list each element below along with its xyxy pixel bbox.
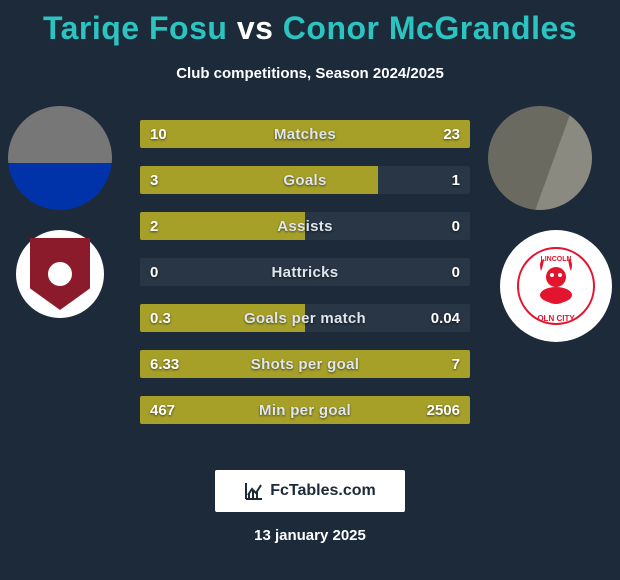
comparison-bars: 1023Matches 31Goals 20Assists 00Hattricks 0.… <box>140 120 470 442</box>
player2-avatar <box>488 106 592 210</box>
stat-label: Goals per match <box>140 304 470 332</box>
stat-row: 1023Matches <box>140 120 470 148</box>
club-badge-imp-icon: LINCOLN OLN CITY <box>517 247 595 325</box>
subtitle: Club competitions, Season 2024/2025 <box>0 65 620 82</box>
stat-label: Assists <box>140 212 470 240</box>
vs-text: vs <box>237 10 274 46</box>
player1-name: Tariqe Fosu <box>43 10 227 46</box>
footer-date: 13 january 2025 <box>0 527 620 544</box>
stat-label: Goals <box>140 166 470 194</box>
player2-club-badge: LINCOLN OLN CITY <box>500 230 612 342</box>
stat-row: 31Goals <box>140 166 470 194</box>
chart-icon <box>244 481 264 501</box>
club-badge-shield-icon <box>30 238 90 310</box>
stat-label: Matches <box>140 120 470 148</box>
brand-text: FcTables.com <box>270 482 376 500</box>
stat-label: Shots per goal <box>140 350 470 378</box>
player1-club-badge <box>16 230 104 318</box>
page-title: Tariqe Fosu vs Conor McGrandles <box>0 0 620 47</box>
stat-row: 00Hattricks <box>140 258 470 286</box>
stat-row: 6.337Shots per goal <box>140 350 470 378</box>
stat-label: Min per goal <box>140 396 470 424</box>
player1-avatar <box>8 106 112 210</box>
player2-name: Conor McGrandles <box>283 10 577 46</box>
brand-badge: FcTables.com <box>215 470 405 512</box>
stat-label: Hattricks <box>140 258 470 286</box>
stat-row: 0.30.04Goals per match <box>140 304 470 332</box>
stat-row: 4672506Min per goal <box>140 396 470 424</box>
svg-text:OLN CITY: OLN CITY <box>537 314 575 323</box>
stat-row: 20Assists <box>140 212 470 240</box>
svg-text:LINCOLN: LINCOLN <box>540 256 571 263</box>
